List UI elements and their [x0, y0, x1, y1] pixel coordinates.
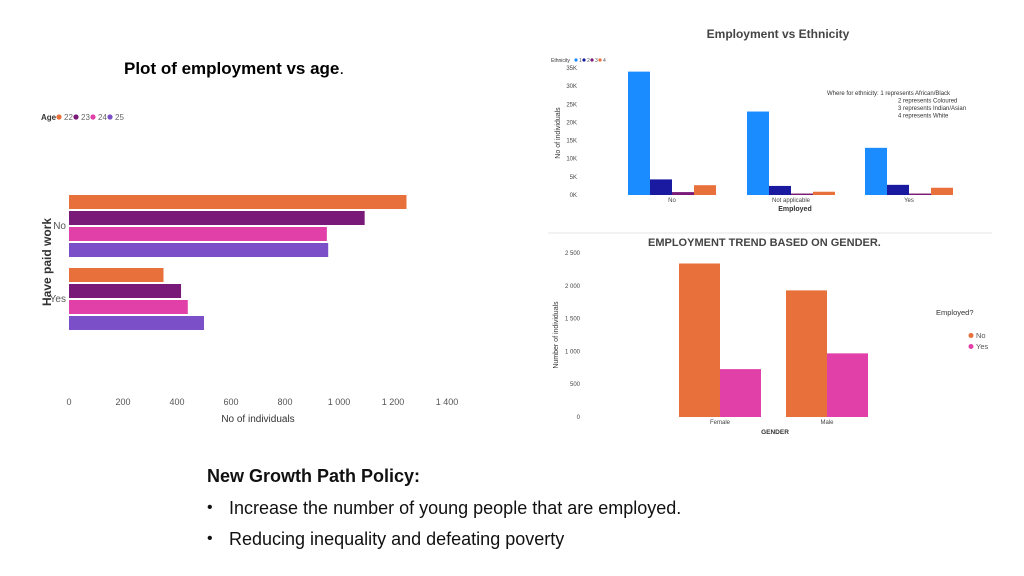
x-tick-label: Yes: [904, 198, 914, 204]
bar: [931, 187, 953, 195]
legend-label: 22: [64, 113, 73, 122]
y-tick-label: 1 500: [565, 317, 581, 323]
bar: [747, 111, 769, 195]
bar: [672, 192, 694, 195]
x-axis-label: No of individuals: [221, 414, 294, 425]
y-tick-label: 2 000: [565, 284, 581, 290]
bar: [69, 316, 204, 330]
x-tick-label: Female: [710, 420, 731, 426]
y-tick-label: 25K: [566, 102, 577, 108]
x-tick-label: 600: [223, 397, 238, 407]
policy-bullet: Increase the number of young people that…: [207, 497, 687, 519]
x-tick-label: 1 400: [436, 397, 459, 407]
x-tick-label: 200: [115, 397, 130, 407]
x-tick-label: 800: [277, 397, 292, 407]
legend-swatch: [574, 58, 578, 62]
y-tick-label: 20K: [566, 120, 577, 126]
legend-swatch: [582, 58, 586, 62]
legend-label: 25: [115, 113, 124, 122]
legend-label: Yes: [976, 342, 988, 351]
x-tick-label: 0: [66, 397, 71, 407]
bar: [813, 191, 835, 195]
gender-employment-chart: EMPLOYMENT TREND BASED ON GENDER. 0 500 1 0…: [548, 232, 992, 436]
legend-swatch: [968, 344, 974, 349]
y-tick-label: 1 000: [565, 349, 581, 355]
x-tick-label: Not applicable: [772, 198, 811, 204]
annotation-line: 3 represents Indian/Asian: [898, 106, 966, 112]
y-tick-label: 10K: [566, 157, 577, 163]
x-tick-label: 1 200: [382, 397, 405, 407]
policy-section: New Growth Path Policy: Increase the num…: [207, 466, 687, 559]
y-tick-label: 5K: [570, 175, 577, 181]
ethnicity-employment-chart: Employment vs Ethnicity Ethnicity 1 2 3 4 0K 5K…: [551, 27, 966, 213]
y-tick-label: 0: [577, 415, 581, 421]
bar: [887, 184, 909, 195]
bar: [650, 179, 672, 195]
annotation-line: 4 represents White: [898, 114, 949, 120]
x-tick-label: No: [668, 198, 676, 204]
bar: [628, 71, 650, 195]
bar: [69, 243, 329, 257]
legend-label: 1: [579, 58, 582, 64]
bar: [827, 353, 868, 417]
y-axis-label: Have paid work: [40, 218, 54, 306]
y-tick-label: 0K: [570, 193, 577, 199]
x-tick-label: 1 000: [328, 397, 351, 407]
legend-label: 23: [81, 113, 90, 122]
y-axis-label: Number of individuals: [553, 301, 560, 369]
legend-swatch: [590, 58, 594, 62]
bar: [679, 263, 720, 417]
bar: [909, 193, 931, 195]
bar: [694, 185, 716, 195]
legend-swatch: [56, 114, 62, 120]
slide-title: Plot of employment vs age.: [124, 59, 345, 78]
legend-label: No: [976, 331, 986, 340]
legend-title: Employed?: [936, 308, 974, 317]
annotation-line: Where for ethnicity: 1 represents Africa…: [827, 91, 951, 97]
y-tick-label: 2 500: [565, 251, 581, 257]
bar: [69, 268, 164, 282]
bar: [769, 185, 791, 195]
legend-swatch: [598, 58, 602, 62]
y-tick-label: 15K: [566, 139, 577, 145]
chart-title: EMPLOYMENT TREND BASED ON GENDER.: [648, 237, 881, 249]
legend-swatch: [968, 333, 974, 338]
bar: [69, 300, 188, 314]
x-tick-label: 400: [169, 397, 184, 407]
bar: [865, 147, 887, 195]
bar: [69, 195, 407, 209]
policy-bullet: Reducing inequality and defeating povert…: [207, 528, 687, 550]
bar: [69, 284, 182, 298]
bar: [69, 211, 365, 225]
legend-swatch: [73, 114, 79, 120]
bar: [791, 193, 813, 195]
legend-title: Age: [41, 113, 57, 122]
legend-label: 4: [603, 58, 606, 64]
y-tick-label: 500: [570, 382, 581, 388]
bar: [720, 369, 761, 417]
x-tick-label: Male: [820, 420, 834, 426]
legend-swatch: [107, 114, 113, 120]
x-axis-label: GENDER: [761, 429, 789, 436]
annotation-line: 2 represents Coloured: [898, 99, 957, 105]
y-tick-label: 30K: [566, 84, 577, 90]
policy-list: Increase the number of young people that…: [207, 497, 687, 550]
y-tick-label: No: [53, 221, 66, 232]
legend-label: 24: [98, 113, 107, 122]
legend-label: 3: [595, 58, 598, 64]
x-axis-label: Employed: [778, 206, 811, 213]
y-tick-label: Yes: [50, 294, 66, 305]
bar: [69, 227, 327, 241]
bar: [786, 290, 827, 417]
legend-swatch: [90, 114, 96, 120]
chart-title: Employment vs Ethnicity: [707, 27, 850, 41]
y-axis-label: No of individuals: [555, 107, 562, 159]
legend-title: Ethnicity: [551, 58, 570, 64]
policy-heading: New Growth Path Policy:: [207, 466, 421, 486]
y-tick-label: 35K: [566, 66, 577, 72]
legend-label: 2: [587, 58, 590, 64]
